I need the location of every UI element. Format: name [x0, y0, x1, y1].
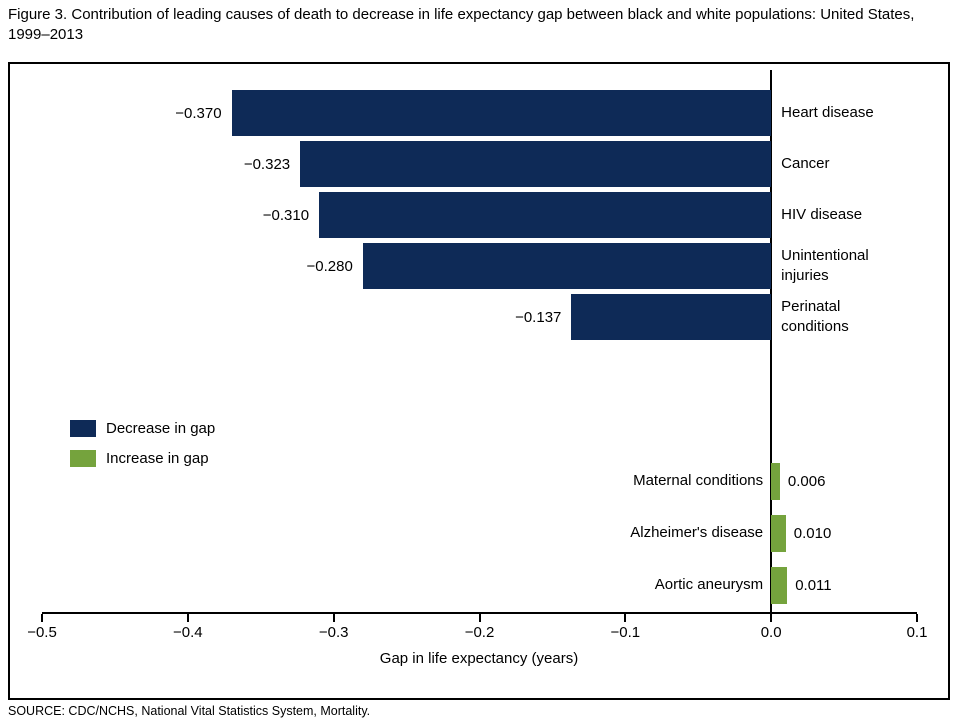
- bar-category-label: Cancer: [781, 154, 830, 172]
- bar-value-label: −0.280: [306, 257, 353, 275]
- bar: [362, 243, 772, 289]
- legend-item-increase: Increase in gap: [70, 450, 215, 467]
- chart-area: Decrease in gap Increase in gap Gap in l…: [8, 62, 950, 700]
- bar: [771, 567, 788, 604]
- x-axis-tick-label: 0.0: [760, 624, 782, 641]
- bar-value-label: 0.010: [793, 525, 832, 542]
- bar: [571, 294, 772, 340]
- x-axis-tick-label: −0.1: [610, 624, 641, 641]
- bar-value-label: 0.011: [795, 577, 832, 594]
- legend-swatch-increase: [70, 450, 96, 467]
- bar-value-label: −0.137: [515, 308, 562, 326]
- bar-category-label: Heart disease: [781, 103, 874, 121]
- bar-category-label: Maternal conditions: [633, 472, 764, 490]
- legend-swatch-decrease: [70, 420, 96, 437]
- x-axis-tick: [478, 614, 481, 622]
- bar: [771, 463, 780, 500]
- bar-category-label: Unintentional injuries: [781, 246, 869, 284]
- figure-title: Figure 3. Contribution of leading causes…: [8, 6, 915, 44]
- x-axis-tick: [770, 614, 773, 622]
- x-axis-line: [42, 612, 917, 614]
- legend: Decrease in gap Increase in gap: [70, 420, 215, 480]
- plot-area: Decrease in gap Increase in gap Gap in l…: [10, 64, 948, 698]
- source-note: SOURCE: CDC/NCHS, National Vital Statist…: [8, 704, 371, 718]
- bar-category-label: Alzheimer's disease: [630, 524, 764, 542]
- x-axis-tick-label: −0.3: [318, 624, 349, 641]
- x-axis-tick-label: 0.1: [906, 624, 928, 641]
- bar-value-label: −0.323: [243, 155, 291, 173]
- zero-axis-line: [770, 70, 773, 612]
- bar-category-label: HIV disease: [781, 205, 863, 223]
- bar-category-label: Perinatal conditions: [781, 297, 849, 335]
- bar-value-label: 0.006: [787, 473, 826, 490]
- x-axis-title: Gap in life expectancy (years): [379, 650, 579, 667]
- legend-label-increase: Increase in gap: [106, 450, 209, 467]
- bar: [319, 192, 772, 238]
- bar-value-label: −0.370: [175, 104, 222, 122]
- x-axis-tick-label: −0.2: [464, 624, 495, 641]
- x-axis-tick: [41, 614, 43, 622]
- x-axis-tick-label: −0.4: [173, 624, 203, 641]
- bar-value-label: −0.310: [262, 206, 310, 224]
- legend-item-decrease: Decrease in gap: [70, 420, 215, 437]
- bar: [231, 90, 772, 136]
- bar-category-label: Aortic aneurysm: [654, 576, 764, 594]
- x-axis-tick: [916, 614, 918, 622]
- x-axis-tick: [332, 614, 335, 622]
- bar: [300, 141, 772, 187]
- legend-label-decrease: Decrease in gap: [106, 420, 216, 437]
- bar: [771, 515, 786, 552]
- x-axis-tick: [186, 614, 189, 622]
- x-axis-tick-label: −0.5: [27, 624, 57, 641]
- x-axis-tick: [624, 614, 627, 622]
